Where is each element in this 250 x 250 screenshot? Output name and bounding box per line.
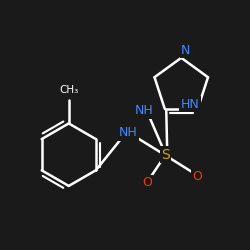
Text: NH: NH (134, 104, 153, 118)
Text: NH: NH (119, 126, 138, 139)
Text: O: O (192, 170, 202, 183)
Text: HN: HN (180, 98, 199, 110)
Text: N: N (181, 44, 191, 57)
Text: CH₃: CH₃ (59, 85, 78, 95)
Text: O: O (142, 176, 152, 189)
Text: S: S (161, 148, 170, 162)
